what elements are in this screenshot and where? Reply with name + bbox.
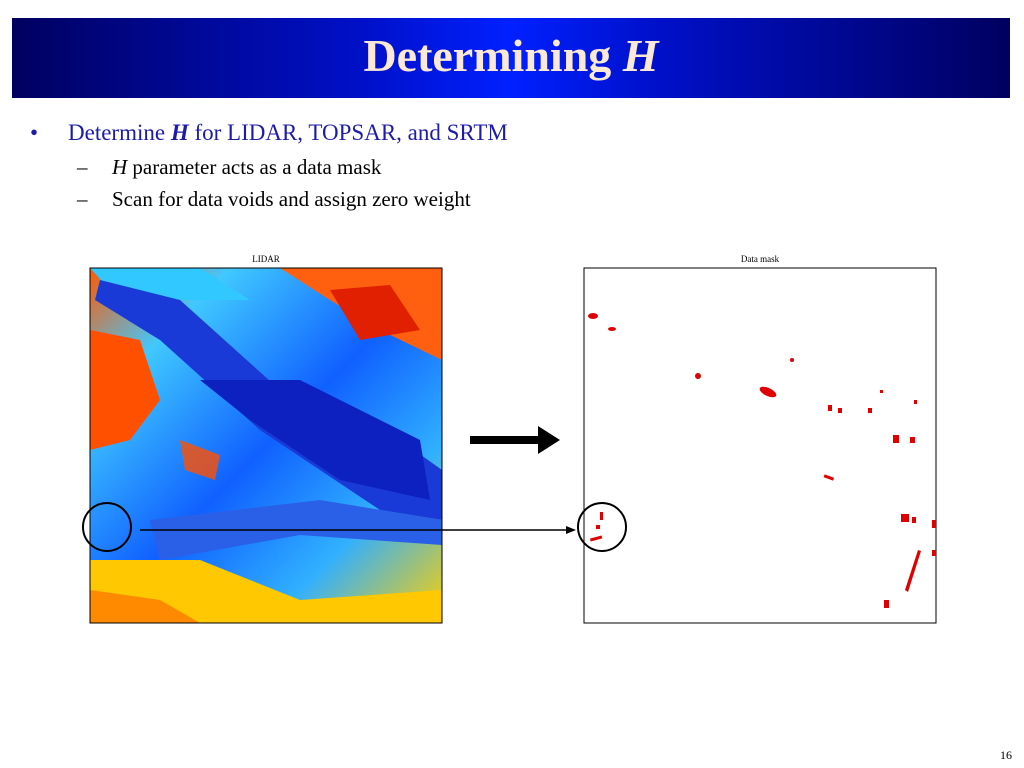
- title-bar: Determining H: [12, 18, 1010, 98]
- sub-bullet: – H parameter acts as a data mask: [77, 155, 382, 179]
- page-number: 16: [1000, 748, 1012, 762]
- title-text: Determining: [363, 30, 612, 81]
- connector-head: [566, 526, 576, 534]
- sub-emphasis: H: [112, 155, 128, 179]
- bullet-emphasis: H: [170, 120, 189, 145]
- highlight-circle: [82, 502, 132, 552]
- lidar-image: [90, 268, 442, 623]
- slide-title: Determining H: [12, 18, 1010, 98]
- sub-text: parameter acts as a data mask: [132, 155, 382, 179]
- bullet-text: Determine: [68, 120, 166, 145]
- bullet-text: for LIDAR, TOPSAR, and SRTM: [194, 120, 508, 145]
- title-emphasis: H: [622, 30, 659, 81]
- sub-text: Scan for data voids and assign zero weig…: [112, 187, 471, 211]
- mask-image: [583, 267, 937, 624]
- highlight-circle: [577, 502, 627, 552]
- arrow: [470, 426, 560, 454]
- mask-voids: [588, 313, 936, 608]
- sub-bullet: – Scan for data voids and assign zero wei…: [77, 187, 471, 211]
- figure-label: LIDAR: [252, 254, 280, 264]
- figure-label: Data mask: [741, 254, 780, 264]
